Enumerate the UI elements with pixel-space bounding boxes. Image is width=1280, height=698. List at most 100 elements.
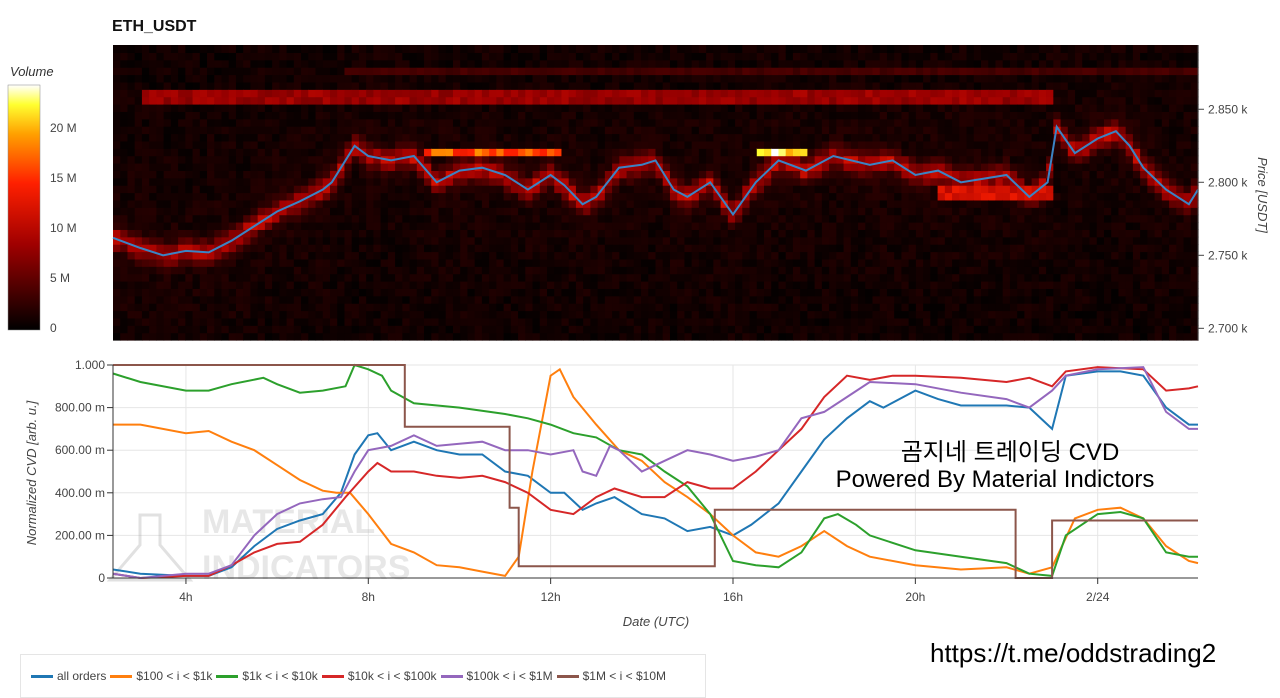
heatmap-cell [706, 332, 714, 341]
heatmap-cell [677, 222, 686, 230]
heatmap-cell [727, 244, 736, 253]
heatmap-cell [214, 207, 223, 216]
heatmap-cell [178, 214, 186, 223]
heatmap-cell [944, 244, 953, 253]
heatmap-cell [351, 148, 360, 157]
heatmap-cell [778, 111, 787, 120]
heatmap-cell [756, 251, 765, 260]
heatmap-cell [358, 317, 367, 326]
heatmap-cell [510, 118, 519, 127]
heatmap-cell [221, 281, 230, 289]
heatmap-cell [178, 89, 186, 98]
heatmap-cell [698, 67, 707, 76]
heatmap-cell [250, 325, 259, 334]
heatmap-cell [800, 222, 808, 230]
heatmap-cell [337, 104, 346, 112]
heatmap-cell [207, 310, 215, 319]
heatmap-cell [431, 207, 440, 216]
heatmap-cell [113, 199, 121, 208]
heatmap-cell [698, 192, 707, 201]
heatmap-cell [735, 251, 743, 260]
heatmap-cell [662, 244, 671, 253]
heatmap-cell [481, 317, 490, 326]
heatmap-cell [308, 163, 317, 171]
heatmap-cell [966, 236, 975, 245]
heatmap-cell [301, 332, 309, 341]
heatmap-cell [677, 251, 686, 260]
heatmap-cell [264, 251, 273, 260]
heatmap-cell [720, 104, 729, 112]
heatmap-cell [431, 67, 440, 76]
heatmap-cell [886, 81, 895, 90]
heatmap-cell [170, 317, 179, 326]
heatmap-cell [959, 325, 968, 334]
heatmap-cell [358, 118, 367, 127]
heatmap-cell [952, 118, 960, 127]
heatmap-cell [829, 229, 837, 238]
heatmap-cell [966, 111, 975, 120]
heatmap-cell [590, 177, 599, 186]
heatmap-cell [286, 325, 295, 334]
heatmap-cell [807, 207, 816, 216]
heatmap-cell [460, 229, 469, 238]
heatmap-cell [141, 111, 150, 120]
heatmap-cell [691, 258, 700, 267]
heatmap-cell [648, 74, 657, 83]
heatmap-cell [192, 244, 201, 253]
heatmap-cell [358, 140, 367, 149]
heatmap-cell [416, 310, 425, 319]
heatmap-cell [358, 222, 367, 230]
heatmap-cell [691, 192, 700, 201]
heatmap-cell [691, 236, 700, 245]
heatmap-cell [727, 133, 736, 142]
heatmap-cell [575, 59, 584, 68]
heatmap-cell [662, 104, 671, 112]
heatmap-cell [684, 170, 693, 179]
heatmap-cell [742, 295, 751, 304]
heatmap-cell [633, 192, 642, 201]
heatmap-cell [981, 140, 989, 149]
heatmap-cell [626, 148, 635, 157]
heatmap-cell [886, 140, 895, 149]
heatmap-cell [163, 214, 172, 223]
heatmap-cell [1009, 133, 1018, 142]
heatmap-cell [243, 192, 252, 201]
heatmap-cell [192, 104, 201, 112]
heatmap-cell [713, 104, 722, 112]
heatmap-cell [315, 67, 324, 76]
heatmap-cell [981, 126, 989, 135]
heatmap-cell [474, 199, 483, 208]
heatmap-cell [814, 89, 823, 98]
heatmap-cell [575, 52, 584, 61]
heatmap-cell [684, 185, 693, 194]
heatmap-cell [713, 126, 722, 135]
heatmap-cell [655, 155, 664, 164]
heatmap-cell [1002, 236, 1011, 245]
heatmap-cell [850, 96, 859, 105]
heatmap-cell [698, 303, 707, 312]
heatmap-cell [264, 303, 273, 312]
heatmap-cell [113, 177, 121, 186]
heatmap-cell [655, 229, 664, 238]
heatmap-cell [387, 177, 396, 186]
heatmap-cell [807, 185, 816, 194]
heatmap-cell [583, 199, 591, 208]
heatmap-cell [308, 317, 317, 326]
heatmap-cell [518, 148, 526, 157]
heatmap-cell [691, 295, 700, 304]
heatmap-cell [547, 229, 555, 238]
heatmap-cell [807, 74, 816, 83]
heatmap-cell [894, 214, 903, 223]
heatmap-cell [554, 222, 563, 230]
heatmap-cell [742, 133, 751, 142]
heatmap-cell [467, 288, 476, 297]
heatmap-cell [207, 45, 215, 53]
heatmap-cell [380, 140, 389, 149]
heatmap-cell [850, 288, 859, 297]
heatmap-cell [330, 148, 338, 157]
heatmap-cell [561, 74, 570, 83]
heatmap-cell [720, 288, 729, 297]
heatmap-cell [387, 118, 396, 127]
heatmap-cell [120, 148, 129, 157]
heatmap-cell [431, 295, 440, 304]
